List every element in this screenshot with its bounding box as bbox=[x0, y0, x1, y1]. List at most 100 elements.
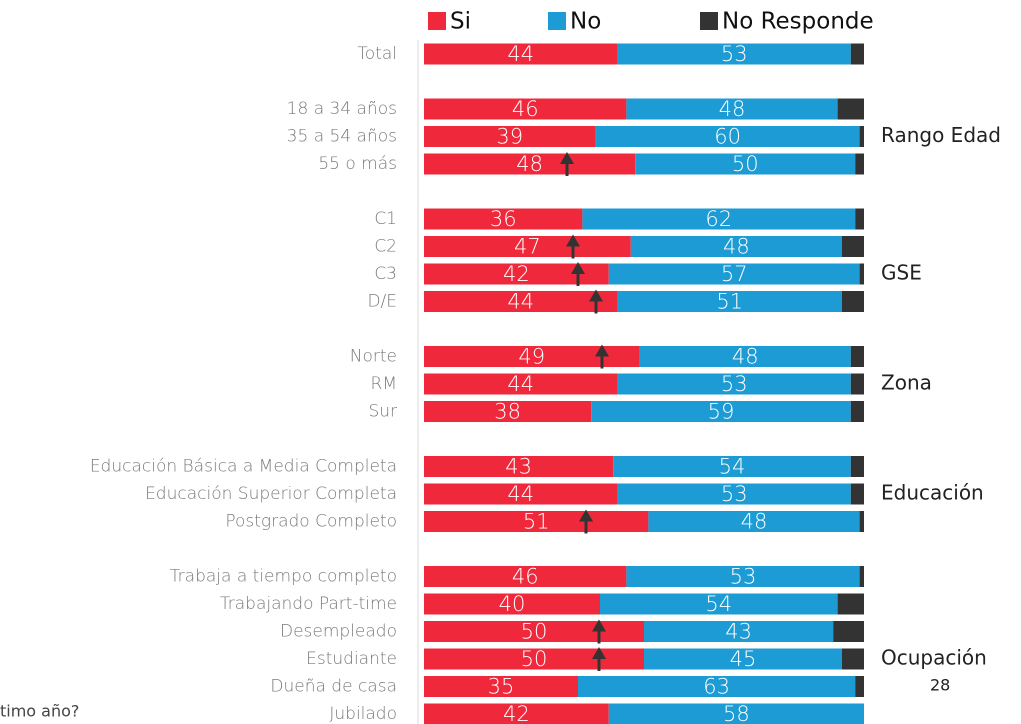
bar-segment bbox=[424, 456, 614, 477]
bar-segment bbox=[424, 373, 618, 395]
bar-segment bbox=[424, 291, 618, 312]
value-label: 63 bbox=[703, 675, 730, 699]
category-label: 35 a 54 años bbox=[287, 127, 397, 147]
bar-segment bbox=[859, 566, 864, 587]
value-label: 54 bbox=[719, 455, 746, 479]
bar-segment bbox=[424, 126, 596, 147]
bar-segment bbox=[424, 153, 636, 175]
bar-segment bbox=[837, 593, 864, 615]
value-label: 38 bbox=[494, 400, 521, 424]
bar-segment bbox=[424, 483, 618, 505]
value-label: 44 bbox=[507, 42, 534, 66]
bar-segment bbox=[578, 676, 856, 697]
significance-arrow bbox=[589, 289, 603, 314]
value-label: 48 bbox=[719, 97, 746, 121]
bar-segment bbox=[850, 456, 864, 477]
bar-segment bbox=[617, 483, 851, 505]
bar-segment bbox=[859, 126, 864, 147]
value-label: 48 bbox=[516, 152, 543, 176]
bar-segment bbox=[424, 621, 644, 642]
bar-segment bbox=[855, 208, 864, 230]
category-label: Norte bbox=[350, 347, 397, 367]
significance-arrow bbox=[592, 619, 606, 644]
bar-segment bbox=[639, 346, 851, 367]
value-label: 35 bbox=[488, 675, 515, 699]
value-label: 48 bbox=[732, 345, 759, 369]
bar-segment bbox=[842, 236, 864, 257]
significance-arrow bbox=[579, 509, 593, 534]
bar-segment bbox=[859, 511, 864, 532]
group-label: GSE bbox=[881, 261, 922, 285]
bar-segment bbox=[859, 263, 864, 285]
value-label: 48 bbox=[723, 235, 750, 259]
category-label: D/E bbox=[367, 292, 397, 312]
bar-segment bbox=[582, 208, 856, 230]
bar-segment bbox=[613, 456, 851, 477]
legend-label: No Responde bbox=[722, 9, 874, 35]
category-label: Sur bbox=[368, 402, 397, 422]
category-label: Educación Básica a Media Completa bbox=[90, 457, 397, 477]
value-label: 54 bbox=[705, 592, 732, 616]
bar-segment bbox=[424, 593, 600, 615]
value-label: 50 bbox=[521, 620, 548, 644]
bar-segment bbox=[648, 511, 860, 532]
value-label: 45 bbox=[730, 647, 757, 671]
value-label: 51 bbox=[716, 290, 743, 314]
category-label: Total bbox=[357, 44, 397, 64]
bar-segment bbox=[850, 483, 864, 505]
value-label: 39 bbox=[496, 125, 523, 149]
value-label: 40 bbox=[499, 592, 526, 616]
value-label: 48 bbox=[741, 510, 768, 534]
value-label: 50 bbox=[521, 647, 548, 671]
bar-segment bbox=[600, 593, 838, 615]
bar-segment bbox=[644, 621, 834, 642]
value-label: 47 bbox=[514, 235, 541, 259]
bar-segment bbox=[595, 126, 860, 147]
legend-swatch bbox=[548, 12, 566, 30]
legend-label: No bbox=[570, 9, 601, 35]
bar-segment bbox=[424, 98, 627, 120]
value-label: 62 bbox=[705, 207, 732, 231]
value-label: 53 bbox=[730, 565, 757, 589]
bar-segment bbox=[608, 703, 864, 724]
significance-arrow bbox=[566, 234, 580, 259]
value-label: 53 bbox=[721, 42, 748, 66]
category-label: Estudiante bbox=[306, 649, 397, 669]
bar-segment bbox=[850, 373, 864, 395]
bar-segment bbox=[424, 43, 618, 65]
value-label: 44 bbox=[507, 372, 534, 396]
bar-segment bbox=[608, 263, 860, 285]
bar-segment bbox=[850, 346, 864, 367]
bar-segment bbox=[617, 373, 851, 395]
category-label: Postgrado Completo bbox=[225, 512, 397, 532]
value-label: 42 bbox=[503, 702, 530, 724]
bar-segment bbox=[591, 401, 851, 422]
bar-segment bbox=[617, 291, 842, 312]
category-label: Trabaja a tiempo completo bbox=[170, 567, 397, 587]
bar-segment bbox=[855, 676, 864, 697]
category-label: C1 bbox=[374, 209, 397, 229]
category-label: Dueña de casa bbox=[270, 677, 397, 697]
bar-segment bbox=[842, 291, 864, 312]
bar-segment bbox=[424, 676, 578, 697]
group-label: Rango Edad bbox=[881, 123, 1001, 147]
value-label: 50 bbox=[732, 152, 759, 176]
footnote: timo año? bbox=[0, 702, 79, 721]
legend-swatch bbox=[428, 12, 446, 30]
category-label: 55 o más bbox=[318, 154, 397, 174]
group-label: Zona bbox=[881, 371, 932, 395]
value-label: 46 bbox=[512, 565, 539, 589]
value-label: 43 bbox=[725, 620, 752, 644]
value-label: 49 bbox=[518, 345, 545, 369]
bar-segment bbox=[626, 566, 860, 587]
bar-segment bbox=[424, 511, 649, 532]
value-label: 58 bbox=[723, 702, 750, 724]
bar-segment bbox=[424, 263, 609, 285]
page-number: 28 bbox=[930, 676, 950, 695]
bar-segment bbox=[855, 153, 864, 175]
bar-segment bbox=[424, 236, 631, 257]
category-label: Educación Superior Completa bbox=[145, 484, 397, 504]
category-label: RM bbox=[371, 374, 397, 394]
value-label: 59 bbox=[708, 400, 735, 424]
